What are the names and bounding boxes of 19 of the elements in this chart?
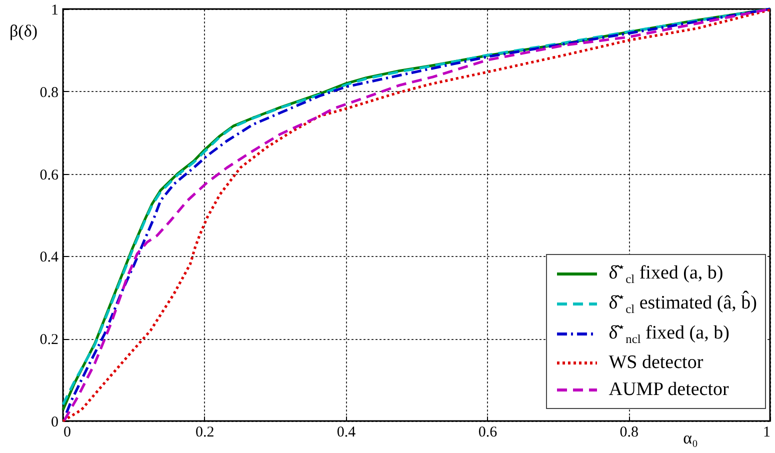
y-tick-label: 0.2 xyxy=(40,332,58,348)
x-axis-title: α₀ xyxy=(683,428,698,448)
y-tick-label: 1 xyxy=(51,2,58,18)
x-tick-label: 0 xyxy=(64,424,71,440)
x-tick-label: 0.6 xyxy=(478,424,498,440)
legend-label: WS detector xyxy=(608,350,704,375)
legend-label: δ̂$^{⋆}$$_{cl}$ estimated (â, b̂) xyxy=(608,288,757,318)
y-axis-title: β(δ) xyxy=(10,22,38,40)
y-tick-label: 0.8 xyxy=(40,84,58,101)
y-tick-label: 0.4 xyxy=(40,250,59,266)
x-tick-label: 1 xyxy=(763,424,770,440)
legend-label: δ̂$^{⋆}$$_{cl}$ fixed (a, b) xyxy=(608,258,724,288)
legend-label: δ̂$^{⋆}$$_{ncl}$ fixed (a, b) xyxy=(608,318,730,348)
y-tick-label: 0.6 xyxy=(40,167,59,184)
x-tick-label: 0.8 xyxy=(620,424,638,440)
y-tick-label: 0 xyxy=(51,414,58,430)
legend-label: AUMP detector xyxy=(608,378,729,402)
x-tick-label: 0.4 xyxy=(336,424,356,440)
x-tick-label: 0.2 xyxy=(196,424,214,440)
